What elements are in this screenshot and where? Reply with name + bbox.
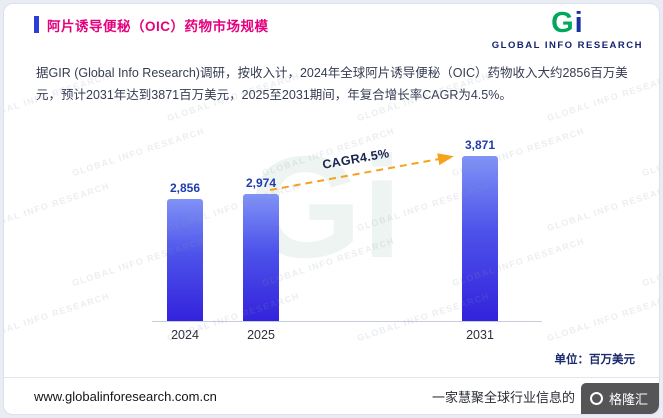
badge-logo-icon	[589, 392, 603, 405]
unit-label: 单位：百万美元	[554, 354, 636, 366]
bar-category-label: 2024	[171, 328, 199, 342]
bar	[462, 156, 498, 321]
brand-logo-name: GLOBAL INFO RESEARCH	[491, 40, 643, 51]
website-link[interactable]: www.globalinforesearch.com.cn	[34, 388, 217, 404]
header: 阿片诱导便秘（OIC）药物市场规模	[34, 15, 269, 35]
bar-category-label: 2025	[247, 328, 275, 342]
bar-group: 3,871 2031	[462, 138, 498, 342]
bar-plot: CAGR4.5% 2,856 2024 2,974 2025 3,871 2031	[4, 134, 659, 344]
logo-letter-i: i	[574, 7, 584, 39]
bar-value-label: 2,856	[169, 181, 201, 195]
brand-logo: Gi GLOBAL INFO RESEARCH	[491, 8, 643, 52]
x-axis-line	[152, 321, 542, 322]
cagr-annotation: CAGR4.5%	[321, 146, 391, 172]
page-title: 阿片诱导便秘（OIC）药物市场规模	[47, 19, 269, 34]
bar-value-label: 2,974	[245, 176, 277, 190]
bar-group: 2,974 2025	[243, 176, 279, 342]
brand-logo-mark: Gi	[492, 8, 643, 39]
badge-label: 格隆汇	[608, 392, 648, 407]
bar-value-label: 3,871	[464, 138, 496, 152]
bar-group: 2,856 2024	[167, 181, 203, 342]
site-watermark-badge: 格隆汇	[580, 383, 659, 414]
logo-letter-g: G	[551, 7, 575, 39]
footer-tagline: 一家慧聚全球行业信息的	[431, 389, 575, 405]
footer: www.globalinforesearch.com.cn 一家慧聚全球行业信息…	[4, 377, 659, 414]
report-card: Gi 阿片诱导便秘（OIC）药物市场规模 Gi GLOBAL INFO RESE…	[3, 3, 660, 415]
bar-category-label: 2031	[466, 328, 494, 342]
bar	[167, 199, 203, 321]
bar	[243, 194, 279, 321]
title-accent-bar	[34, 16, 39, 33]
summary-paragraph: 据GIR (Global Info Research)调研，按收入计，2024年…	[36, 66, 628, 102]
